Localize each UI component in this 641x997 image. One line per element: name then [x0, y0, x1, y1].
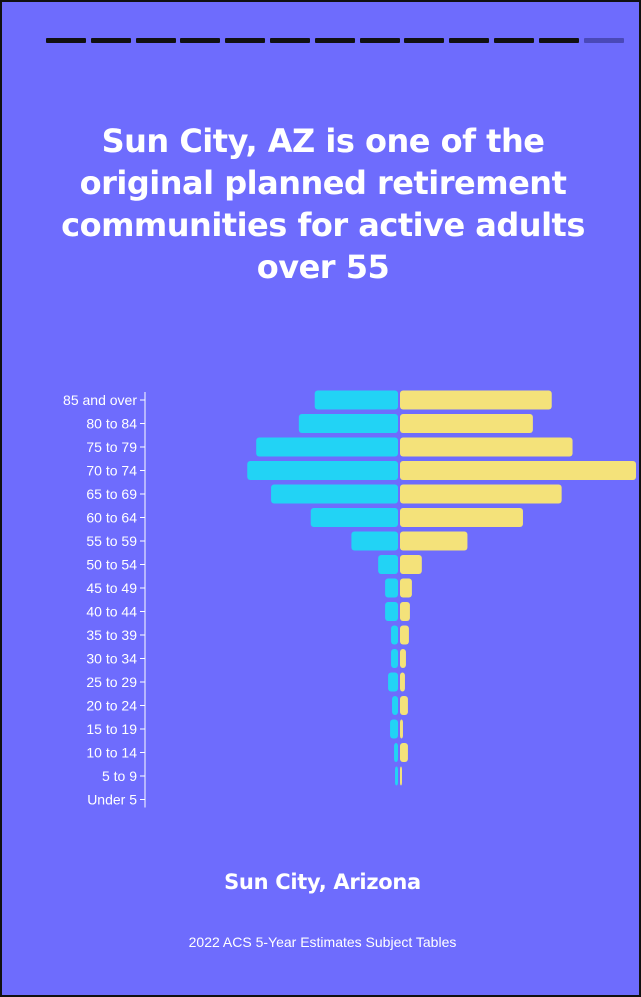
bar-right-20-to-24 — [400, 696, 408, 715]
bar-right-70-to-74 — [400, 461, 637, 480]
progress-segment — [270, 38, 310, 43]
y-tick-label: 50 to 54 — [86, 557, 137, 573]
y-tick-label: 55 to 59 — [86, 533, 137, 549]
y-tick-label: 10 to 14 — [86, 745, 137, 761]
progress-segment — [46, 38, 86, 43]
progress-segment — [90, 38, 131, 43]
story-progress-bar — [46, 38, 628, 44]
y-tick-label: 30 to 34 — [86, 651, 137, 667]
y-tick-label: 40 to 44 — [86, 604, 137, 620]
bar-right-15-to-19 — [400, 719, 403, 739]
progress-segment — [449, 38, 490, 43]
progress-segment — [135, 38, 176, 43]
y-tick-label: 65 to 69 — [86, 486, 137, 502]
bar-right-5-to-9 — [400, 766, 402, 786]
bar-right-25-to-29 — [400, 672, 405, 692]
bar-left-35-to-39 — [391, 625, 398, 645]
progress-segment — [225, 38, 266, 43]
bar-left-45-to-49 — [385, 578, 398, 598]
bar-right-65-to-69 — [400, 484, 562, 504]
bar-left-55-to-59 — [351, 531, 398, 551]
bar-left-70-to-74 — [247, 461, 398, 480]
bar-left-25-to-29 — [388, 672, 398, 692]
progress-segment — [180, 38, 221, 43]
bar-right-80-to-84 — [400, 414, 533, 433]
y-tick-label: 70 to 74 — [86, 463, 137, 479]
page-title: Sun City, AZ is one of the original plan… — [61, 122, 585, 286]
bar-left-40-to-44 — [385, 602, 398, 621]
bar-left-50-to-54 — [378, 555, 398, 574]
bar-left-30-to-34 — [391, 649, 398, 668]
bar-right-45-to-49 — [400, 578, 412, 598]
bar-left-20-to-24 — [392, 696, 398, 715]
progress-segment — [583, 38, 624, 43]
y-tick-label: Under 5 — [87, 792, 137, 808]
y-tick-label: 25 to 29 — [86, 674, 137, 690]
bar-right-60-to-64 — [400, 508, 523, 527]
y-tick-label: 75 to 79 — [86, 439, 137, 455]
place-name: Sun City, Arizona — [224, 870, 421, 894]
bar-right-55-to-59 — [400, 531, 468, 551]
bar-left-65-to-69 — [271, 484, 398, 504]
y-tick-label: 20 to 24 — [86, 698, 137, 714]
bar-left-15-to-19 — [390, 719, 398, 739]
bar-right-30-to-34 — [400, 649, 406, 668]
y-tick-label: 85 and over — [63, 392, 137, 408]
progress-segment — [314, 38, 355, 43]
bar-left-75-to-79 — [256, 437, 398, 457]
bar-left-5-to-9 — [395, 766, 398, 786]
bar-right-75-to-79 — [400, 437, 573, 457]
bar-right-40-to-44 — [400, 602, 410, 621]
progress-segment — [494, 38, 534, 43]
bar-left-60-to-64 — [310, 508, 398, 527]
progress-segment — [359, 38, 400, 43]
progress-segment — [538, 38, 579, 43]
bar-right-35-to-39 — [400, 625, 409, 645]
y-tick-label: 15 to 19 — [86, 721, 137, 737]
y-tick-label: 45 to 49 — [86, 580, 137, 596]
bar-left-80-to-84 — [298, 414, 398, 433]
y-tick-label: 80 to 84 — [86, 416, 137, 432]
data-source: 2022 ACS 5-Year Estimates Subject Tables — [188, 934, 457, 950]
bar-left-10-to-14 — [394, 743, 398, 762]
bar-right-10-to-14 — [400, 743, 408, 762]
population-pyramid-chart: 85 and over 80 to 84 75 to 79 70 to 74 65 to… — [63, 390, 637, 808]
y-tick-label: 5 to 9 — [102, 768, 137, 784]
bar-left-85-and-over — [314, 390, 398, 410]
y-tick-label: 60 to 64 — [86, 510, 137, 526]
progress-segment — [404, 38, 445, 43]
bar-right-50-to-54 — [400, 555, 422, 574]
y-tick-label: 35 to 39 — [86, 627, 137, 643]
bar-right-85-and-over — [400, 390, 552, 410]
